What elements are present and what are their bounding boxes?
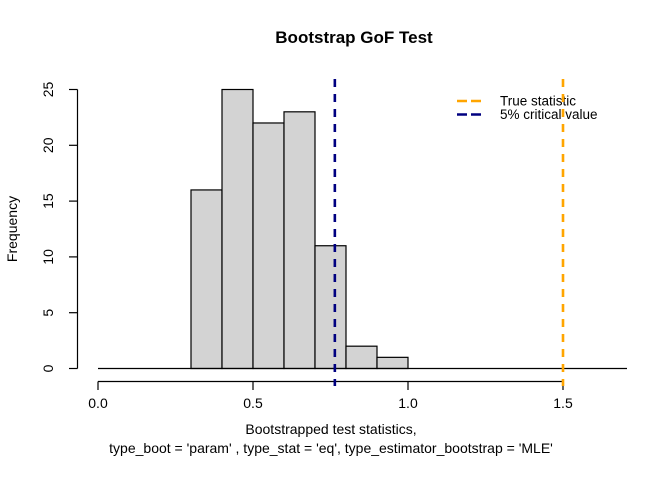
y-tick-label: 15 <box>40 193 56 209</box>
plot-title: Bootstrap GoF Test <box>275 28 433 47</box>
histogram-bar <box>345 345 378 370</box>
histogram-bar <box>252 122 285 370</box>
y-tick-label: 20 <box>40 137 56 153</box>
histogram-bar <box>376 356 409 370</box>
histogram-bar <box>283 111 316 370</box>
reference-lines <box>333 79 565 386</box>
y-axis-label: Frequency <box>4 196 20 262</box>
legend-label: True statistic <box>500 94 576 109</box>
histogram-bar <box>314 245 347 370</box>
y-tick-label: 0 <box>40 364 56 372</box>
y-tick-label: 25 <box>40 82 56 98</box>
histogram-bars <box>190 88 409 370</box>
legend-label: 5% critical value <box>500 107 598 122</box>
x-tick-label: 0.0 <box>88 395 108 411</box>
x-axis-label-line1: Bootstrapped test statistics, <box>245 421 416 437</box>
x-tick-label: 1.0 <box>398 395 418 411</box>
histogram-bar <box>190 189 223 370</box>
y-axis: 0 5 10 15 20 25 <box>40 82 79 372</box>
y-tick-label: 10 <box>40 249 56 265</box>
x-tick-label: 0.5 <box>243 395 263 411</box>
y-tick-label: 5 <box>40 309 56 317</box>
x-tick-label: 1.5 <box>553 395 573 411</box>
x-axis: 0.0 0.5 1.0 1.5 <box>88 380 573 411</box>
histogram-bar <box>221 88 254 370</box>
x-axis-label-line2: type_boot = 'param' , type_stat = 'eq', … <box>109 440 553 456</box>
